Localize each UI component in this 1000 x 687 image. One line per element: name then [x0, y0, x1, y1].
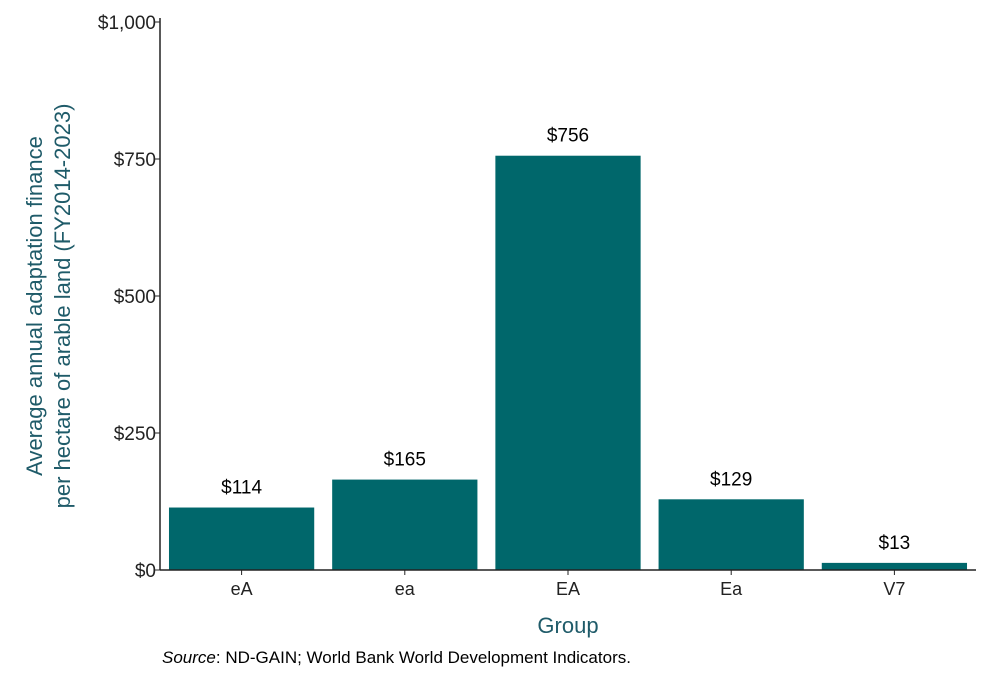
- y-tick-label: $0: [135, 561, 156, 582]
- source-note: Source: ND-GAIN; World Bank World Develo…: [162, 648, 631, 668]
- y-axis-ticks: $0 $250 $500 $750 $1,000: [98, 13, 160, 582]
- y-axis-title-line2: per hectare of arable land (FY2014-2023): [50, 104, 75, 509]
- x-axis-ticks: eA ea EA Ea V7: [231, 570, 905, 599]
- bar-value-label: $13: [879, 533, 911, 554]
- x-tick-label: V7: [883, 579, 905, 599]
- bar-V7: [821, 562, 968, 570]
- bar-value-label: $129: [710, 469, 752, 490]
- source-prefix: Source: [162, 648, 216, 667]
- bar-value-label: $114: [221, 478, 262, 499]
- bar-Ea: [658, 499, 804, 570]
- bar-eA: [168, 507, 315, 570]
- bar-labels-group: $114 $165 $756 $129 $13: [221, 126, 910, 554]
- x-tick-label: Ea: [720, 579, 743, 599]
- y-axis-title-line1: Average annual adaptation finance: [22, 136, 47, 476]
- bar-chart: $114 $165 $756 $129 $13 $0 $250 $500 $750 $1,000…: [22, 13, 976, 638]
- y-tick-label: $500: [114, 287, 156, 308]
- y-tick-label: $250: [114, 424, 156, 445]
- x-tick-label: ea: [395, 579, 416, 599]
- x-tick-label: eA: [231, 579, 253, 599]
- bar-value-label: $165: [384, 450, 426, 471]
- y-tick-label: $750: [114, 150, 156, 171]
- x-tick-label: EA: [556, 579, 580, 599]
- y-tick-label: $1,000: [98, 13, 156, 34]
- bars-group: [168, 155, 968, 570]
- bar-EA: [495, 155, 641, 570]
- source-text: : ND-GAIN; World Bank World Development …: [215, 648, 631, 667]
- bar-value-label: $756: [547, 126, 589, 147]
- x-axis-title: Group: [537, 613, 598, 638]
- bar-ea: [332, 479, 478, 570]
